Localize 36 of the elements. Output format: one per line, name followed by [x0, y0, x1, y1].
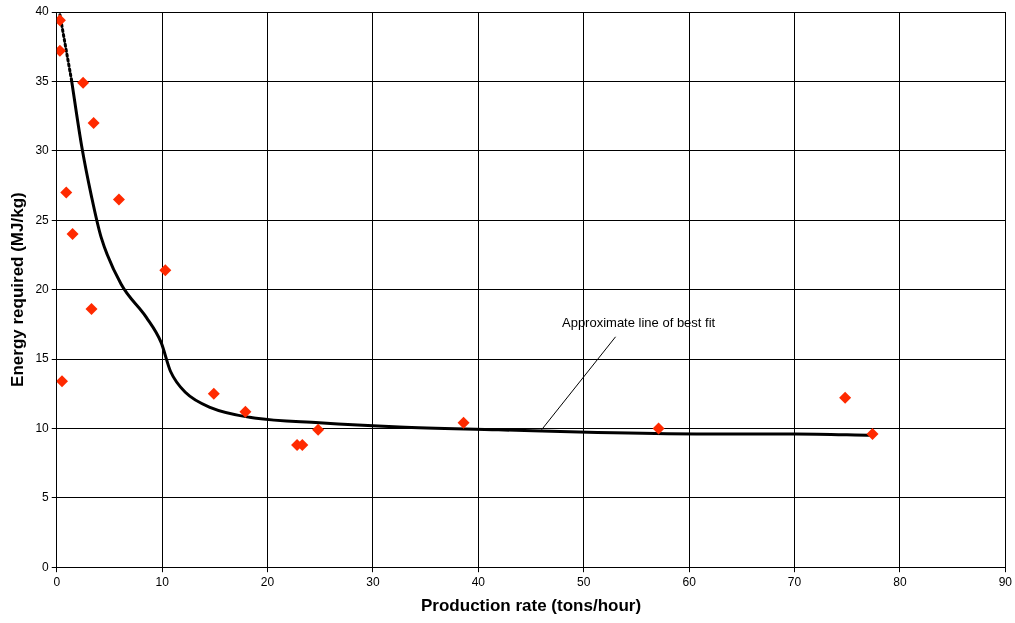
y-tick-label: 0: [42, 559, 50, 574]
point: [112, 193, 125, 206]
y-axis-title: Energy required (MJ/kg): [7, 192, 27, 387]
x-tick-label: 60: [682, 574, 697, 589]
x-tick-label: 30: [366, 574, 380, 589]
point: [56, 375, 69, 388]
x-tick-label: 80: [893, 574, 907, 589]
point: [85, 303, 98, 316]
y-tick-label: 5: [42, 490, 50, 505]
x-tick-label: 90: [998, 574, 1013, 589]
x-tick-label: 50: [577, 574, 591, 589]
point: [87, 117, 100, 130]
point: [66, 228, 79, 241]
x-tick-label: 70: [787, 574, 802, 589]
y-tick-label: 30: [35, 143, 50, 158]
y-tick-label: 25: [35, 212, 50, 227]
point: [652, 422, 665, 435]
point: [839, 391, 852, 404]
y-tick-label: 35: [35, 73, 50, 88]
y-tick-label: 20: [35, 281, 50, 296]
x-tick-label: 0: [53, 574, 61, 589]
y-tick-label: 10: [35, 420, 50, 435]
x-tick-label: 40: [471, 574, 486, 589]
point: [77, 76, 90, 89]
y-tick-label: 15: [35, 351, 50, 366]
point: [866, 427, 879, 440]
point: [239, 405, 252, 418]
y-tick-label: 40: [35, 4, 50, 19]
x-tick-label: 10: [155, 574, 170, 589]
x-tick-label: 20: [260, 574, 275, 589]
point: [207, 387, 220, 400]
point: [60, 186, 73, 199]
x-axis-title: Production rate (tons/hour): [421, 596, 642, 616]
point: [159, 264, 172, 277]
point: [312, 423, 325, 436]
point: [457, 416, 470, 429]
